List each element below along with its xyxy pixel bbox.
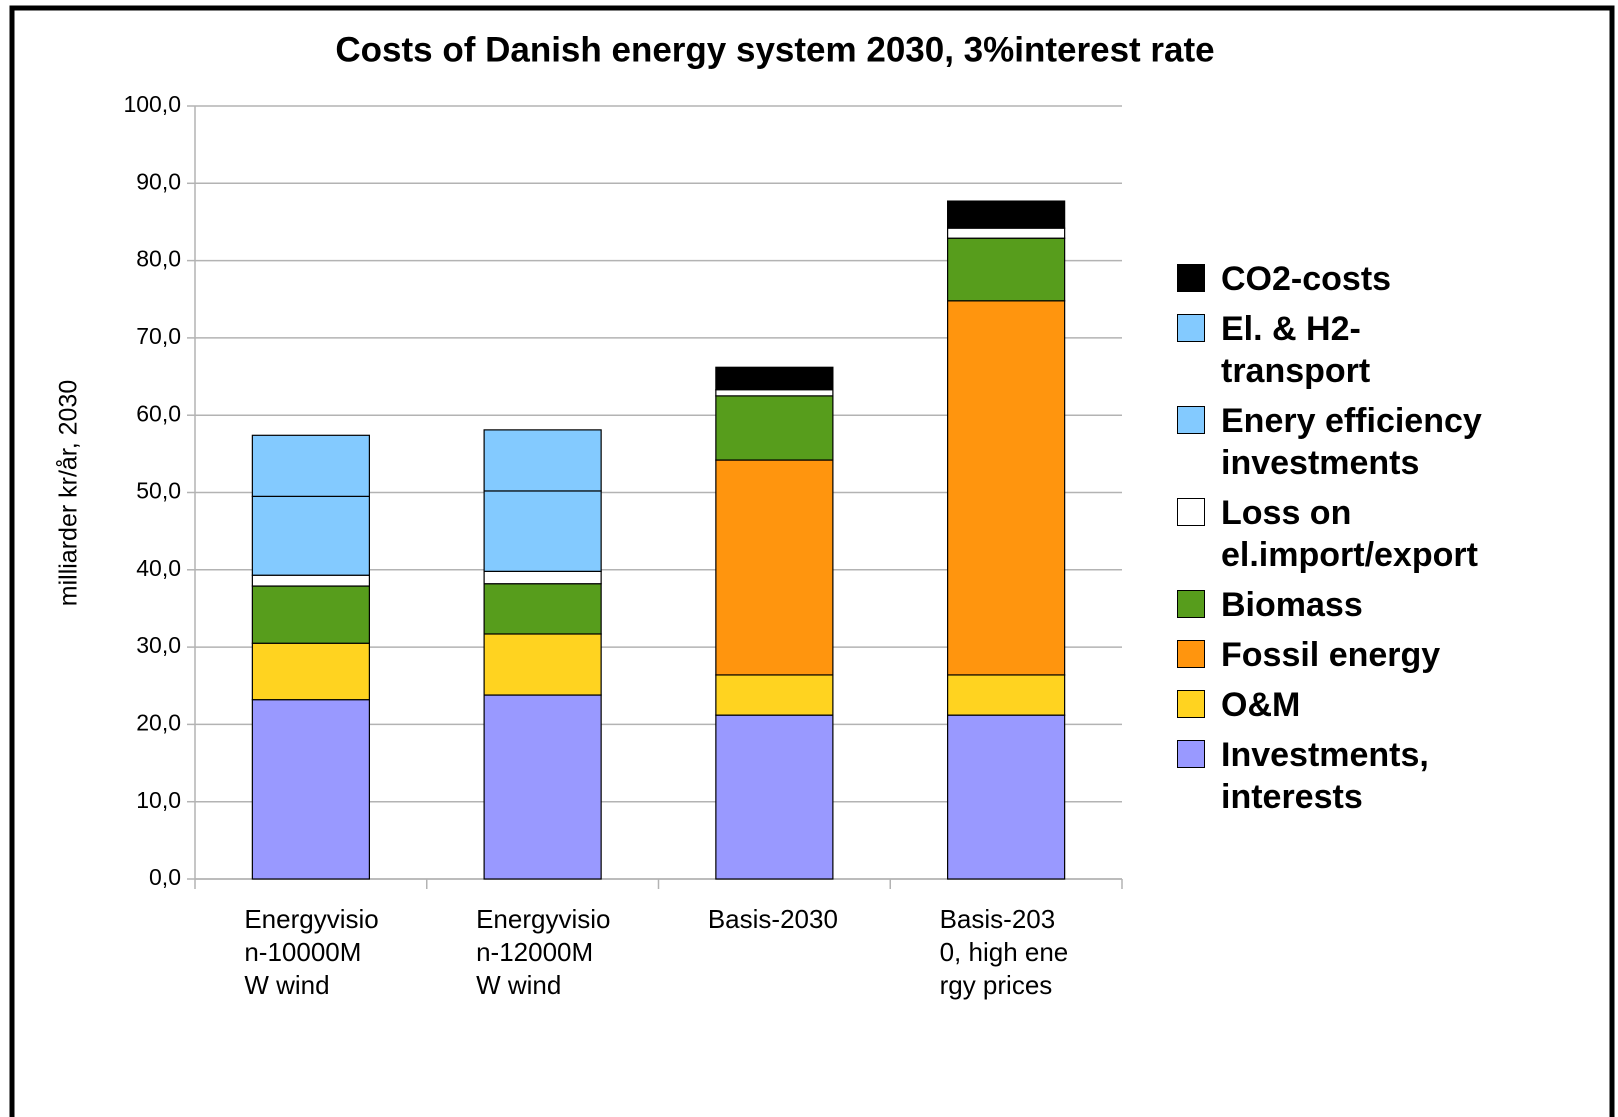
bar-segment — [715, 395, 834, 461]
bar-segment — [947, 237, 1066, 302]
y-tick-label: 80,0 — [136, 246, 181, 272]
legend-item: El. & H2-transport — [1177, 308, 1507, 392]
bar-segment — [947, 300, 1066, 676]
legend-item: Loss on el.import/export — [1177, 492, 1507, 576]
x-tick-label: Energyvision-12000MW wind — [476, 904, 611, 1000]
y-tick-label: 20,0 — [136, 709, 181, 735]
legend-label: El. & H2-transport — [1221, 310, 1371, 390]
y-tick-label: 100,0 — [123, 91, 181, 117]
legend-item: CO2-costs — [1177, 258, 1507, 300]
bar-segment — [251, 699, 370, 880]
y-tick-label: 70,0 — [136, 323, 181, 349]
legend-item: Biomass — [1177, 584, 1507, 626]
legend-label: Loss on el.import/export — [1221, 494, 1478, 574]
bar-segment — [715, 366, 834, 391]
y-tick-label: 30,0 — [136, 632, 181, 658]
legend-item: Fossil energy — [1177, 634, 1507, 676]
bar-segment — [483, 633, 602, 696]
legend-label: O&M — [1221, 686, 1301, 724]
y-tick-label: 50,0 — [136, 478, 181, 504]
x-tick-label: Energyvision-10000MW wind — [244, 904, 379, 1000]
legend-label: Biomass — [1221, 586, 1363, 624]
legend-label: CO2-costs — [1221, 260, 1392, 298]
bar-segment — [483, 570, 602, 585]
bar-segment — [715, 674, 834, 716]
legend-label: Enery efficiency investments — [1221, 402, 1482, 482]
bar-segment — [251, 585, 370, 644]
frame-border — [9, 5, 1615, 1117]
bar-segment — [483, 694, 602, 880]
y-tick-label: 40,0 — [136, 555, 181, 581]
y-tick-label: 10,0 — [136, 787, 181, 813]
bar-segment — [715, 459, 834, 676]
y-tick-label: 60,0 — [136, 400, 181, 426]
legend-item: Enery efficiency investments — [1177, 400, 1507, 484]
legend-label: Fossil energy — [1221, 636, 1441, 674]
x-tick-label: Basis-2030 — [707, 904, 838, 934]
legend-swatch — [1177, 690, 1205, 718]
legend-swatch — [1177, 640, 1205, 668]
bar-segment — [483, 583, 602, 635]
bar-segment — [947, 674, 1066, 716]
bar-segment — [947, 200, 1066, 229]
legend: CO2-costs El. & H2-transport Enery efficie… — [1177, 258, 1507, 826]
bar-segment — [483, 490, 602, 572]
legend-swatch — [1177, 264, 1205, 292]
bar-segment — [251, 574, 370, 587]
y-tick-label: 90,0 — [136, 168, 181, 194]
bar-segment — [251, 642, 370, 701]
legend-label: Investments, interests — [1221, 736, 1429, 816]
legend-swatch — [1177, 498, 1205, 526]
bar-segment — [715, 714, 834, 880]
chart-title: Costs of Danish energy system 2030, 3%in… — [335, 30, 1214, 69]
bar-segment — [715, 389, 834, 397]
legend-item: O&M — [1177, 684, 1507, 726]
bar-segment — [483, 429, 602, 492]
legend-swatch — [1177, 590, 1205, 618]
bar-segment — [947, 714, 1066, 880]
x-tick-label: Basis-2030, high energy prices — [939, 904, 1069, 1000]
y-axis-label: milliarder kr/år, 2030 — [55, 380, 83, 606]
bar-segment — [251, 434, 370, 497]
legend-swatch — [1177, 406, 1205, 434]
bar-segment — [947, 227, 1066, 239]
legend-swatch — [1177, 740, 1205, 768]
bar-segment — [251, 495, 370, 576]
y-tick-label: 0,0 — [149, 864, 181, 890]
legend-item: Investments, interests — [1177, 734, 1507, 818]
legend-swatch — [1177, 314, 1205, 342]
